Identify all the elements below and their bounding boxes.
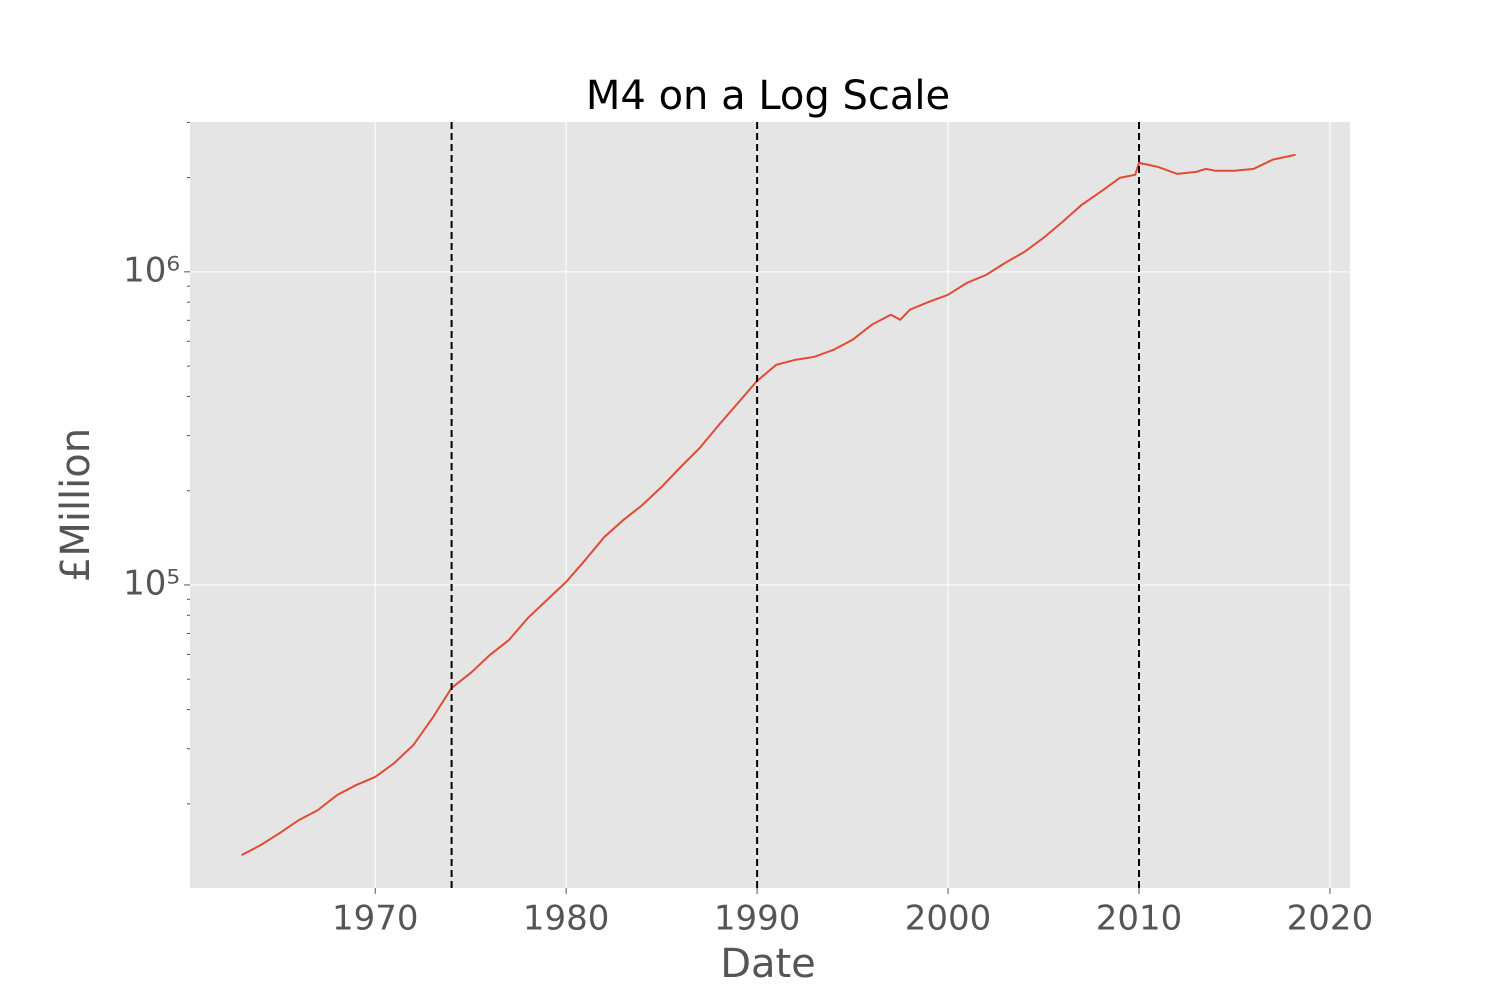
x-tick-label: 1970	[332, 899, 419, 939]
chart-title: M4 on a Log Scale	[586, 73, 950, 119]
x-tick-label: 2010	[1096, 899, 1183, 939]
y-axis-label: £Million	[53, 428, 99, 582]
x-tick-label: 2020	[1287, 899, 1374, 939]
y-tick-label: 10⁶	[123, 250, 180, 290]
x-axis-label: Date	[720, 941, 816, 987]
plot-area	[190, 122, 1350, 888]
x-tick-label: 1980	[523, 899, 610, 939]
y-tick-label: 10⁵	[123, 563, 180, 603]
x-tick-label: 2000	[905, 899, 992, 939]
data-line	[241, 153, 1296, 856]
x-tick-label: 1990	[714, 899, 801, 939]
